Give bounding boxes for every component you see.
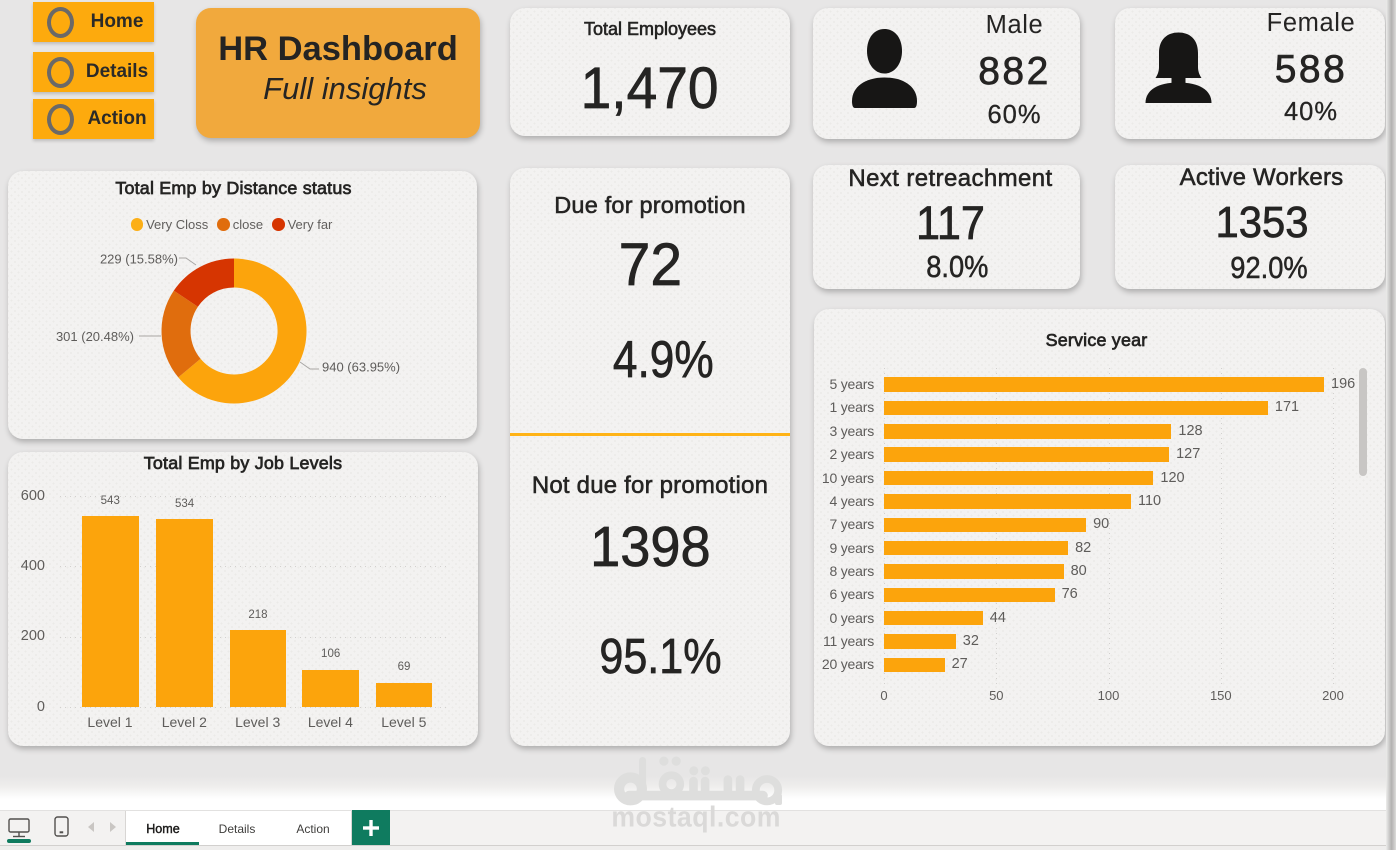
svg-text:229 (15.58%): 229 (15.58%): [100, 252, 178, 267]
svg-text:mostaql.com: mostaql.com: [611, 800, 781, 832]
svg-text:940 (63.95%): 940 (63.95%): [322, 360, 400, 375]
svg-text:301 (20.48%): 301 (20.48%): [56, 329, 134, 344]
